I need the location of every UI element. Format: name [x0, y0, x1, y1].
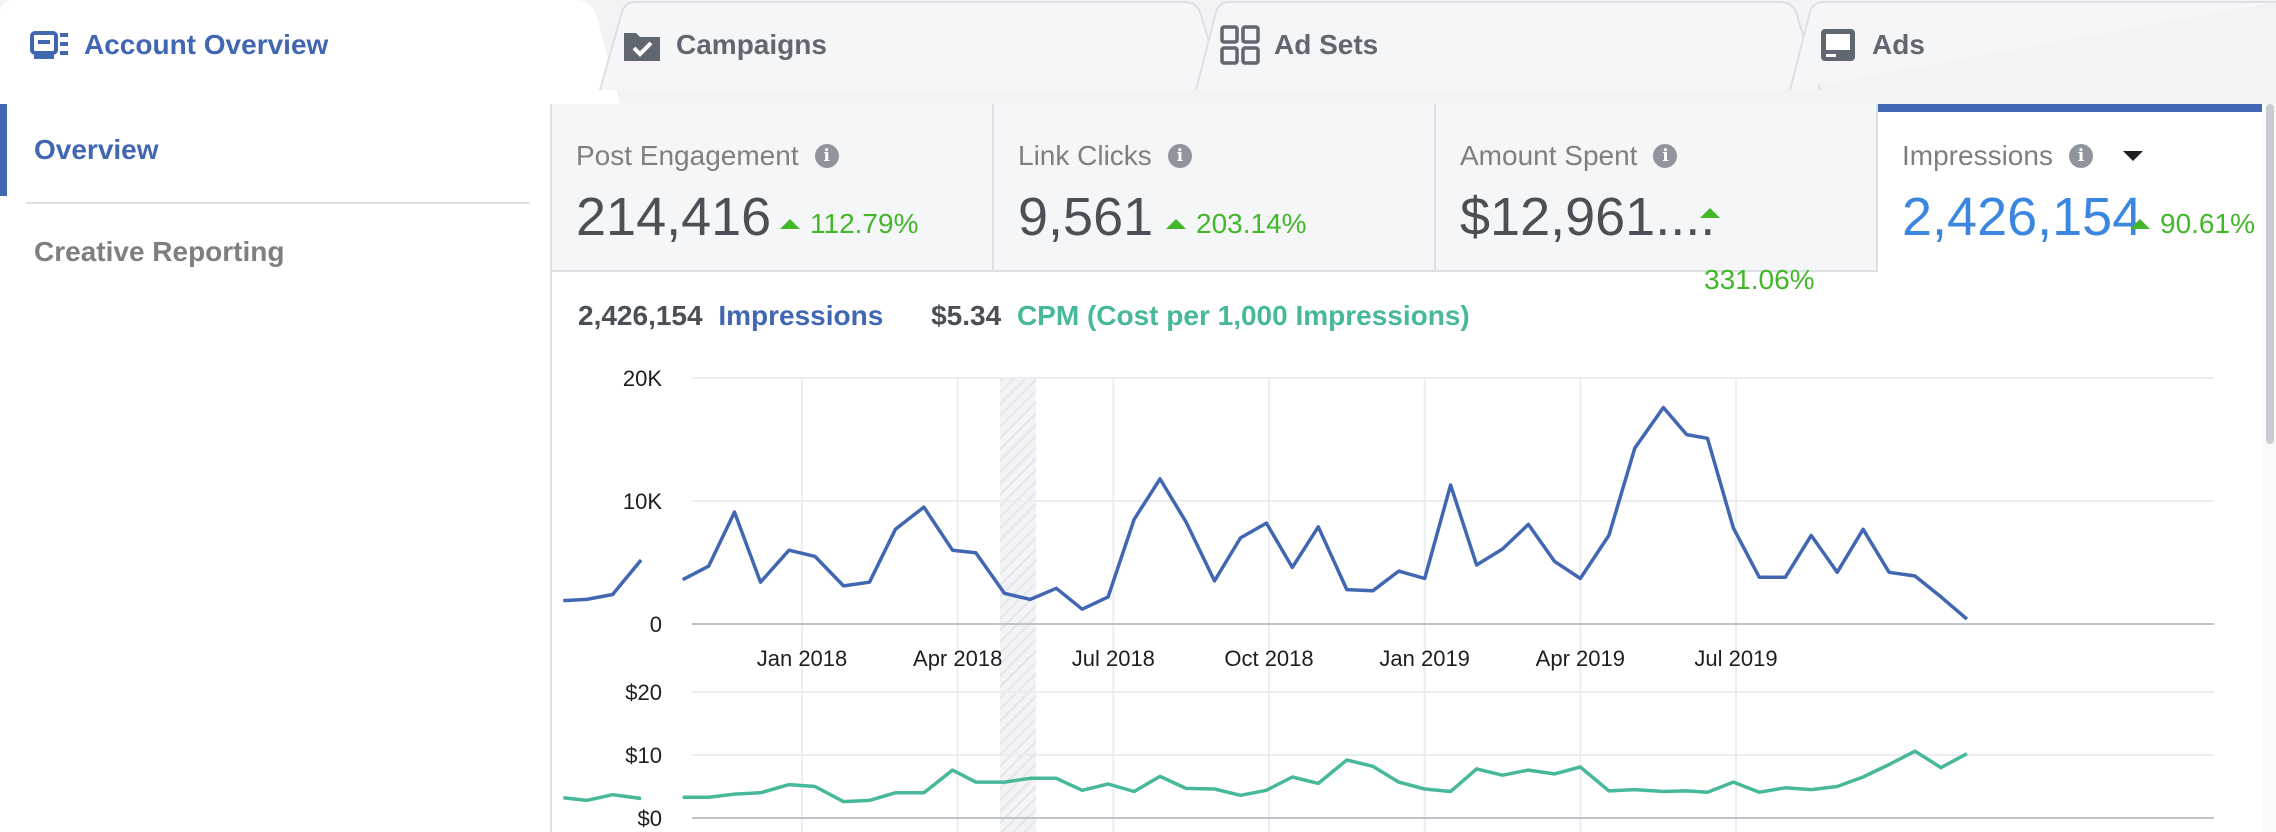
- tab-shape: [599, 0, 1225, 90]
- metric-label: Post Engagement i: [576, 140, 839, 172]
- sidebar-item-overview[interactable]: Overview: [0, 104, 530, 196]
- tab-ads[interactable]: Ads: [1782, 0, 2276, 90]
- tab-account-overview[interactable]: Account Overview: [0, 0, 620, 104]
- metric-value: 214,416: [576, 187, 772, 247]
- dropdown-icon[interactable]: [2122, 151, 2143, 161]
- legend-impressions-label[interactable]: Impressions: [718, 300, 884, 331]
- info-icon[interactable]: i: [2068, 144, 2093, 168]
- metric-change-value: 331.06%: [1704, 264, 1815, 295]
- y-tick-label: 20K: [623, 366, 662, 391]
- scrollbar[interactable]: [2262, 104, 2276, 832]
- metric-label: Impressions i: [1902, 140, 2143, 172]
- sidebar-item-label: Creative Reporting: [34, 236, 285, 267]
- tab-label: Campaigns: [676, 29, 827, 60]
- tab-label: Ads: [1872, 29, 1925, 60]
- tab-shape: [0, 0, 620, 104]
- performance-chart[interactable]: Jan 2018 Apr 2018 Jul 2018 Oct 2018 Jan 2019…: [552, 104, 2264, 832]
- scrollbar-thumb[interactable]: [2266, 104, 2274, 444]
- y-tick-label: 0: [650, 612, 662, 637]
- chart-grid: Jan 2018 Apr 2018 Jul 2018 Oct 2018 Jan 2019…: [623, 366, 2214, 832]
- metric-value: $12,961....: [1460, 187, 1716, 247]
- ad-screen-icon: [1821, 29, 1855, 61]
- tab-label: Ad Sets: [1274, 29, 1379, 60]
- info-icon[interactable]: i: [1653, 144, 1678, 168]
- tab-label: Account Overview: [84, 29, 329, 60]
- metric-label: Link Clicks i: [1018, 140, 1192, 172]
- legend-cpm-label[interactable]: CPM (Cost per 1,000 Impressions): [1016, 300, 1470, 331]
- metric-label-text: Post Engagement: [576, 140, 799, 171]
- y-tick-label: $10: [625, 743, 662, 768]
- data-gap-region: [1000, 378, 1036, 832]
- x-tick-label: Jan 2018: [757, 646, 848, 671]
- arrow-up-icon: [1700, 208, 1720, 218]
- folder-check-icon: [624, 33, 660, 61]
- metric-label-text: Link Clicks: [1018, 140, 1152, 171]
- metric-card-post-engagement[interactable]: Post Engagement i 214,416 112.79%: [552, 104, 994, 272]
- metric-value: 2,426,154: [1902, 187, 2143, 247]
- x-tick-label: Oct 2018: [1224, 646, 1313, 671]
- info-icon[interactable]: i: [1167, 144, 1192, 168]
- arrow-up-icon: [2130, 219, 2150, 229]
- account-overview-icon: [30, 31, 68, 59]
- metric-label: Amount Spent i: [1460, 140, 1678, 172]
- metric-change-arrow: [1700, 208, 1730, 218]
- tab-shape: [1195, 0, 1821, 90]
- cpm-line: [682, 749, 1968, 804]
- info-icon[interactable]: i: [814, 144, 839, 168]
- x-tick-label: Apr 2019: [1536, 646, 1625, 671]
- metric-card-link-clicks[interactable]: Link Clicks i 9,561 203.14%: [994, 104, 1436, 272]
- x-tick-label: Apr 2018: [913, 646, 1002, 671]
- legend-cpm-value: $5.34: [931, 300, 1002, 331]
- sidebar-item-label: Overview: [34, 134, 159, 165]
- y-tick-label: $0: [638, 806, 662, 831]
- metric-value: 9,561: [1018, 187, 1154, 247]
- metric-label-text: Impressions: [1902, 140, 2053, 171]
- y-tick-label: 10K: [623, 489, 662, 514]
- x-tick-label: Jul 2019: [1694, 646, 1777, 671]
- chart-legend: 2,426,154 Impressions $5.34 CPM (Cost pe…: [578, 300, 1478, 332]
- metric-change-value: 203.14%: [1196, 208, 1307, 239]
- sidebar: Overview Creative Reporting: [0, 90, 550, 832]
- metric-change: 331.06%: [1704, 264, 1815, 296]
- cpm-line: [563, 792, 642, 803]
- arrow-up-icon: [1166, 219, 1186, 229]
- grid-icon: [1220, 25, 1260, 65]
- metric-card-amount-spent[interactable]: Amount Spent i $12,961....: [1436, 104, 1878, 272]
- x-tick-label: Jan 2019: [1379, 646, 1470, 671]
- legend-impressions-value: 2,426,154: [578, 300, 703, 331]
- tab-shape: [1789, 1, 2276, 90]
- y-tick-label: $20: [625, 680, 662, 705]
- metric-card-impressions[interactable]: Impressions i 2,426,154 90.61%: [1878, 104, 2276, 272]
- impressions-line: [563, 558, 643, 603]
- x-tick-label: Jul 2018: [1072, 646, 1155, 671]
- tab-ad-sets[interactable]: Ad Sets: [1188, 0, 1828, 90]
- chart-marks: [563, 405, 1969, 804]
- metric-change-value: 90.61%: [2160, 208, 2255, 239]
- sidebar-item-creative-reporting[interactable]: Creative Reporting: [0, 206, 530, 298]
- metric-change: 90.61%: [2130, 208, 2255, 240]
- arrow-up-icon: [780, 219, 800, 229]
- metric-label-text: Amount Spent: [1460, 140, 1638, 171]
- metric-change-value: 112.79%: [810, 208, 919, 239]
- impressions-line: [681, 405, 1969, 621]
- tab-campaigns[interactable]: Campaigns: [592, 0, 1232, 90]
- metric-change: 112.79%: [780, 208, 918, 240]
- main-panel: Post Engagement i 214,416 112.79% Link C…: [550, 104, 2276, 832]
- sidebar-divider: [26, 202, 530, 204]
- metric-change: 203.14%: [1166, 208, 1307, 240]
